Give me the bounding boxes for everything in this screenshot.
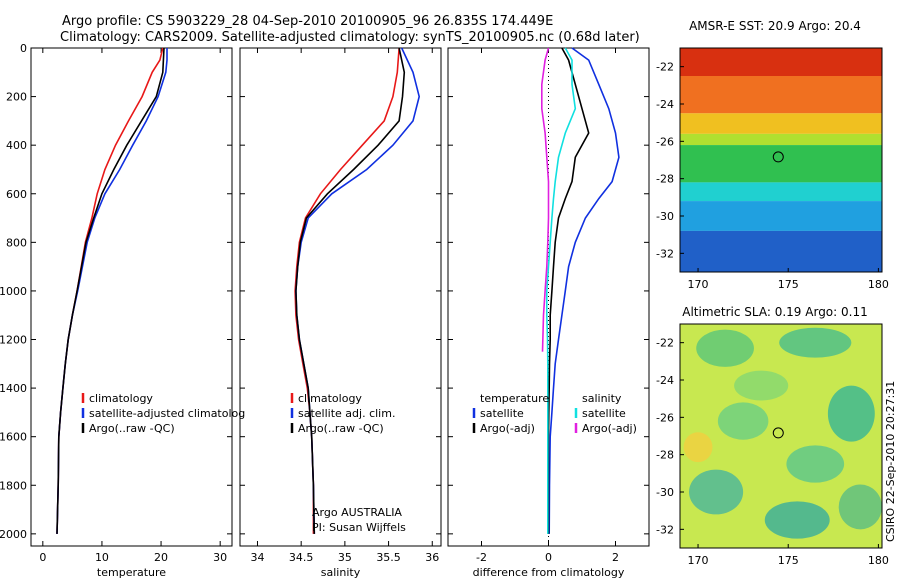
plot-frame-0 (30, 47, 233, 547)
map-title: Altimetric SLA: 0.19 Argo: 0.11 (682, 305, 867, 319)
x-tick-label: 175 (778, 554, 799, 567)
y-tick-label: 800 (6, 236, 27, 249)
legend-temperature-entry: temperature (480, 392, 549, 405)
y-tick-label: 1000 (0, 285, 27, 298)
x-tick-label: -2 (476, 551, 487, 564)
y-tick-label: 200 (6, 91, 27, 104)
x-tick-label: 30 (213, 551, 227, 564)
x-tick-label: 170 (688, 278, 709, 291)
legend-salinity-entry: Argo(-adj) (582, 422, 637, 435)
sla-anomaly-blob (696, 329, 754, 367)
x-tick-label: 180 (868, 554, 889, 567)
series-line-argo-raw-qc- (56, 47, 165, 534)
map-field-1 (680, 324, 882, 548)
sla-anomaly-blob (734, 370, 789, 401)
sla-anomaly-blob (689, 469, 744, 515)
legend-entry: satellite adj. clim. (298, 407, 395, 420)
argo-location-marker (772, 151, 784, 163)
x-tick-label: 34 (250, 551, 264, 564)
y-tick-label: 1600 (0, 431, 27, 444)
y-tick-label: -30 (656, 486, 674, 499)
x-tick-label: 35 (338, 551, 352, 564)
sla-anomaly-blob (683, 432, 713, 463)
color-band (680, 113, 882, 134)
series-line-satellite-adj-clim- (295, 47, 421, 534)
y-tick-label: -26 (656, 135, 674, 148)
series-line-climatology (294, 47, 400, 534)
x-tick-label: 0 (39, 551, 46, 564)
x-tick-label: 34.5 (289, 551, 314, 564)
figure-title-line1: Argo profile: CS 5903229_28 04-Sep-2010 … (62, 14, 554, 29)
sla-anomaly-blob (779, 327, 852, 358)
legend-entry: Argo(..raw -QC) (89, 422, 175, 435)
y-tick-label: -24 (656, 98, 674, 111)
y-tick-label: -24 (656, 374, 674, 387)
argo-location-marker (772, 427, 784, 439)
x-tick-label: 35.5 (376, 551, 401, 564)
x-tick-label: 20 (154, 551, 168, 564)
sla-anomaly-blob (838, 484, 882, 530)
sla-anomaly-blob (717, 402, 769, 440)
legend-temperature-entry: Argo(-adj) (480, 422, 535, 435)
legend-salinity-entry: satellite (582, 407, 626, 420)
sla-anomaly-blob (786, 445, 845, 483)
x-axis-label: difference from climatology (473, 566, 625, 579)
x-tick-label: 170 (688, 554, 709, 567)
color-band (680, 230, 882, 272)
sla-anomaly-blob (764, 501, 830, 539)
y-tick-label: 600 (6, 188, 27, 201)
map-title: AMSR-E SST: 20.9 Argo: 20.4 (689, 19, 861, 33)
y-tick-label: 1200 (0, 334, 27, 347)
series-line-salinity-satellite (545, 47, 577, 534)
color-band (680, 48, 882, 76)
sla-anomaly-blob (827, 385, 875, 442)
annotation-line: Argo AUSTRALIA (312, 506, 402, 519)
y-tick-label: -26 (656, 411, 674, 424)
color-band (680, 145, 882, 183)
legend-temperature-entry: satellite (480, 407, 524, 420)
plot-frame-1 (239, 47, 442, 547)
color-band (680, 76, 882, 114)
map-field-0 (680, 48, 882, 272)
legend-entry: climatology (298, 392, 362, 405)
legend-entry: climatology (89, 392, 153, 405)
y-tick-label: -32 (656, 523, 674, 536)
y-tick-label: -28 (656, 449, 674, 462)
y-tick-label: -28 (656, 173, 674, 186)
color-band (680, 201, 882, 231)
x-tick-label: 175 (778, 278, 799, 291)
y-tick-label: 400 (6, 139, 27, 152)
series-line-temperature-satellite (548, 47, 620, 534)
legend-entry: satellite-adjusted climatolog (89, 407, 245, 420)
figure-title-line2: Climatology: CARS2009. Satellite-adjuste… (60, 30, 640, 45)
x-tick-label: 10 (95, 551, 109, 564)
y-tick-label: 1400 (0, 382, 27, 395)
y-tick-label: -32 (656, 247, 674, 260)
series-line-temperature-argo-adj- (547, 47, 590, 534)
series-line-salinity-argo-adj- (540, 47, 550, 352)
y-tick-label: 0 (20, 42, 27, 55)
legend-entry: Argo(..raw -QC) (298, 422, 384, 435)
y-tick-label: -30 (656, 210, 674, 223)
y-tick-label: 2000 (0, 528, 27, 541)
map-frame-0 (679, 47, 883, 273)
y-tick-label: -22 (656, 337, 674, 350)
x-tick-label: 180 (868, 278, 889, 291)
color-band (680, 133, 882, 146)
series-line-satellite-adjusted-climatology (56, 48, 168, 534)
series-line-argo-raw-qc- (295, 47, 406, 534)
legend-salinity-entry: salinity (582, 392, 622, 405)
x-tick-label: 2 (612, 551, 619, 564)
x-axis-label: salinity (321, 566, 361, 579)
x-axis-label: temperature (97, 566, 166, 579)
x-tick-label: 36 (425, 551, 439, 564)
y-tick-label: -22 (656, 61, 674, 74)
x-tick-label: 0 (545, 551, 552, 564)
map-frame-1 (679, 323, 883, 549)
annotation-line: PI: Susan Wijffels (312, 521, 406, 534)
y-tick-label: 1800 (0, 479, 27, 492)
color-band (680, 182, 882, 202)
